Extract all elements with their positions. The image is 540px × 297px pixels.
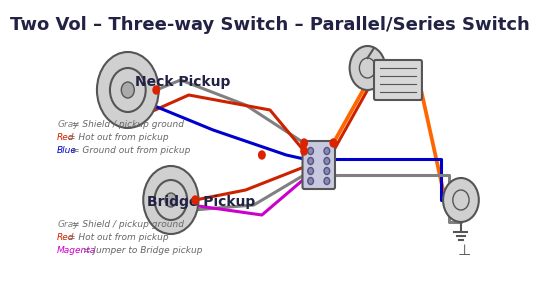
Circle shape [143,166,199,234]
Circle shape [153,86,159,94]
Text: Neck Pickup: Neck Pickup [136,75,231,89]
Text: Red: Red [57,133,75,142]
Circle shape [154,180,187,220]
Circle shape [308,178,313,184]
Circle shape [97,52,159,128]
Circle shape [349,46,386,90]
Circle shape [122,82,134,98]
Circle shape [324,178,330,184]
Text: = Hot out from pickup: = Hot out from pickup [68,233,168,242]
Circle shape [192,196,199,204]
Circle shape [308,168,313,175]
Circle shape [324,157,330,165]
Text: = Jumper to Bridge pickup: = Jumper to Bridge pickup [83,246,202,255]
Text: Two Vol – Three-way Switch – Parallel/Series Switch: Two Vol – Three-way Switch – Parallel/Se… [10,16,530,34]
Circle shape [443,178,479,222]
Circle shape [301,139,307,147]
Text: Red: Red [57,233,75,242]
Circle shape [110,68,146,112]
Text: = Ground out from pickup: = Ground out from pickup [72,146,190,155]
Text: = Hot out from pickup: = Hot out from pickup [68,133,168,142]
Circle shape [330,139,336,147]
Circle shape [259,151,265,159]
Text: Blue: Blue [57,146,77,155]
Text: = Shield / pickup ground: = Shield / pickup ground [72,220,184,229]
Circle shape [308,157,313,165]
Circle shape [324,168,330,175]
Text: Bridge Pickup: Bridge Pickup [147,195,255,209]
Text: Gray: Gray [57,120,79,129]
Text: Gray: Gray [57,220,79,229]
Text: ⊥: ⊥ [457,243,471,258]
FancyBboxPatch shape [374,60,422,100]
Circle shape [324,148,330,154]
FancyBboxPatch shape [302,141,335,189]
Circle shape [308,148,313,154]
Circle shape [301,147,307,155]
Text: Magenta: Magenta [57,246,96,255]
Circle shape [165,193,177,207]
Circle shape [360,58,376,78]
Text: = Shield / pickup ground: = Shield / pickup ground [72,120,184,129]
Circle shape [453,190,469,210]
